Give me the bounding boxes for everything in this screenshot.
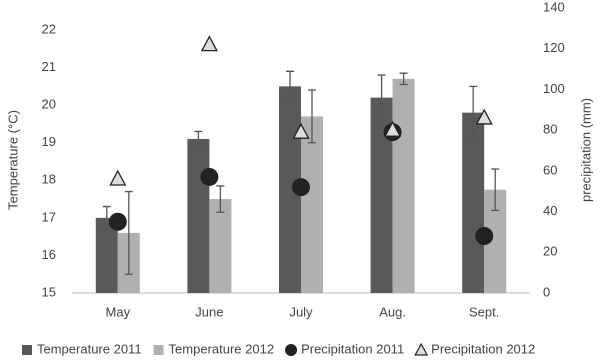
- y2-tick-label: 40: [543, 203, 557, 218]
- y2-tick-label: 120: [543, 40, 565, 55]
- error-bar: [469, 85, 478, 140]
- bar: [187, 138, 210, 293]
- point: [384, 120, 402, 137]
- legend-label: Precipitation 2012: [431, 341, 535, 356]
- x-tick-label: Aug.: [379, 304, 406, 319]
- error-bar: [491, 168, 500, 211]
- point: [200, 167, 219, 186]
- error-bar: [194, 130, 203, 148]
- x-tick-label: May: [106, 304, 131, 319]
- legend-swatch: [22, 345, 32, 355]
- bar: [392, 78, 415, 293]
- x-tick-label: June: [195, 304, 223, 319]
- y-tick-label: 18: [42, 172, 56, 187]
- point: [292, 122, 310, 139]
- y2-tick-label: 60: [543, 162, 557, 177]
- point: [108, 212, 127, 231]
- y2-tick-label: 140: [543, 0, 565, 14]
- legend-label: Temperature 2011: [37, 341, 142, 356]
- point: [200, 35, 218, 52]
- y-tick-label: 15: [42, 284, 56, 299]
- y2-tick-label: 20: [543, 244, 557, 259]
- y2-tick-label: 0: [543, 284, 550, 299]
- legend-swatch: [285, 344, 298, 356]
- y-tick-label: 21: [42, 59, 56, 74]
- error-bar: [377, 74, 386, 121]
- point: [475, 227, 494, 245]
- bar: [462, 112, 485, 294]
- bar: [209, 199, 232, 293]
- y2-tick-label: 80: [543, 122, 557, 137]
- bar: [95, 217, 118, 293]
- error-bar: [124, 190, 133, 275]
- error-bar: [308, 89, 316, 144]
- y-axis-title: Temperature (°C): [5, 110, 20, 210]
- error-bar: [102, 205, 111, 230]
- error-bar: [286, 70, 294, 103]
- point: [475, 108, 493, 125]
- legend-swatch: [153, 345, 164, 355]
- legend-label: Precipitation 2011: [301, 341, 404, 356]
- legend-swatch: [414, 342, 429, 356]
- bar: [301, 116, 323, 294]
- y-tick-label: 19: [42, 134, 56, 149]
- y-tick-label: 17: [42, 209, 56, 224]
- y-tick-label: 22: [42, 21, 56, 36]
- point: [109, 169, 127, 186]
- y-tick-label: 16: [42, 247, 56, 262]
- error-bar: [399, 72, 408, 86]
- y2-axis-title: precipitation (mm): [578, 98, 593, 202]
- error-bar: [216, 185, 225, 213]
- x-tick-label: Sept.: [469, 304, 499, 319]
- bar: [484, 189, 507, 293]
- y2-tick-label: 100: [543, 81, 565, 96]
- legend-label: Temperature 2012: [169, 341, 275, 356]
- bar: [370, 97, 393, 293]
- point: [292, 178, 310, 197]
- x-tick-label: July: [289, 304, 313, 319]
- y-tick-label: 20: [42, 97, 56, 112]
